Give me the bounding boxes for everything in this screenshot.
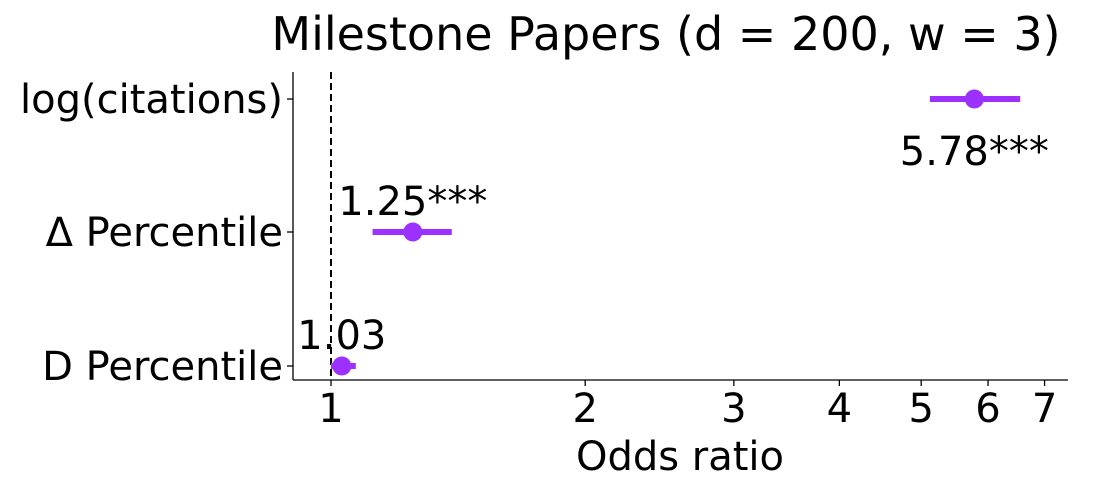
x-tick-label: 5 <box>908 386 933 432</box>
x-axis-label: Odds ratio <box>576 434 784 480</box>
data-label: 1.25*** <box>338 179 487 225</box>
y-tick-label: D Percentile <box>42 344 283 390</box>
estimate-point <box>964 89 984 109</box>
x-tick-label: 3 <box>721 386 746 432</box>
data-marks: 5.78*** 1.25*** 1.03 <box>297 89 1049 376</box>
x-tick-label: 1 <box>318 386 343 432</box>
x-tick-label: 7 <box>1032 386 1057 432</box>
x-tick-label: 2 <box>572 386 597 432</box>
x-tick-label: 6 <box>975 386 1000 432</box>
data-label: 1.03 <box>297 313 386 359</box>
chart-title: Milestone Papers (d = 200, w = 3) <box>271 7 1060 61</box>
axes: 1 2 3 4 5 6 7 log(citations) Δ Percentile D Perce… <box>20 72 1068 432</box>
estimate-point <box>403 222 423 242</box>
y-tick-label: log(citations) <box>20 77 283 123</box>
y-tick-label: Δ Percentile <box>46 210 283 256</box>
x-tick-label: 4 <box>827 386 852 432</box>
estimate-point <box>332 356 352 376</box>
data-label: 5.78*** <box>900 129 1049 175</box>
